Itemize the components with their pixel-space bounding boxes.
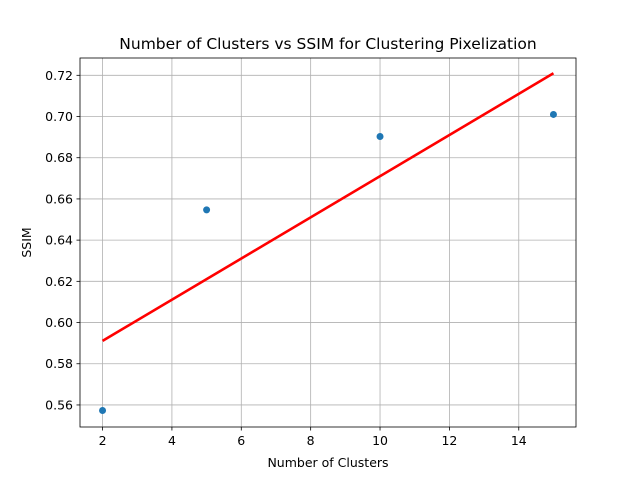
x-tick-label: 4 [168, 433, 176, 448]
x-tick-label: 6 [237, 433, 245, 448]
data-point [376, 132, 384, 140]
plot-frame [79, 57, 577, 428]
grid [80, 58, 576, 427]
y-tick-label: 0.68 [45, 150, 73, 165]
data-point [99, 407, 107, 415]
y-tick-label: 0.58 [45, 356, 73, 371]
x-tick-label: 8 [307, 433, 315, 448]
data-point [203, 206, 211, 214]
chart-title: Number of Clusters vs SSIM for Clusterin… [119, 35, 536, 53]
y-tick-label: 0.60 [45, 315, 73, 330]
series-layer [99, 72, 557, 415]
y-tick-label: 0.72 [45, 68, 73, 83]
y-tick-label: 0.66 [45, 191, 73, 206]
x-tick-label: 12 [441, 433, 457, 448]
x-tick-label: 14 [511, 433, 527, 448]
y-tick-label: 0.64 [45, 233, 73, 248]
y-axis-label: SSIM [19, 227, 34, 257]
y-tick-label: 0.70 [45, 109, 73, 124]
x-tick-label: 10 [372, 433, 388, 448]
data-point [549, 110, 557, 118]
y-tick-label: 0.56 [45, 397, 73, 412]
x-axis-label: Number of Clusters [267, 455, 388, 470]
ticks: 2 4 6 8 10 12 14 0.56 0.58 0.60 0.62 0.64 0.66 0.68 0.… [45, 68, 527, 448]
regression-line [101, 72, 555, 342]
y-tick-label: 0.62 [45, 274, 73, 289]
x-tick-label: 2 [99, 433, 107, 448]
